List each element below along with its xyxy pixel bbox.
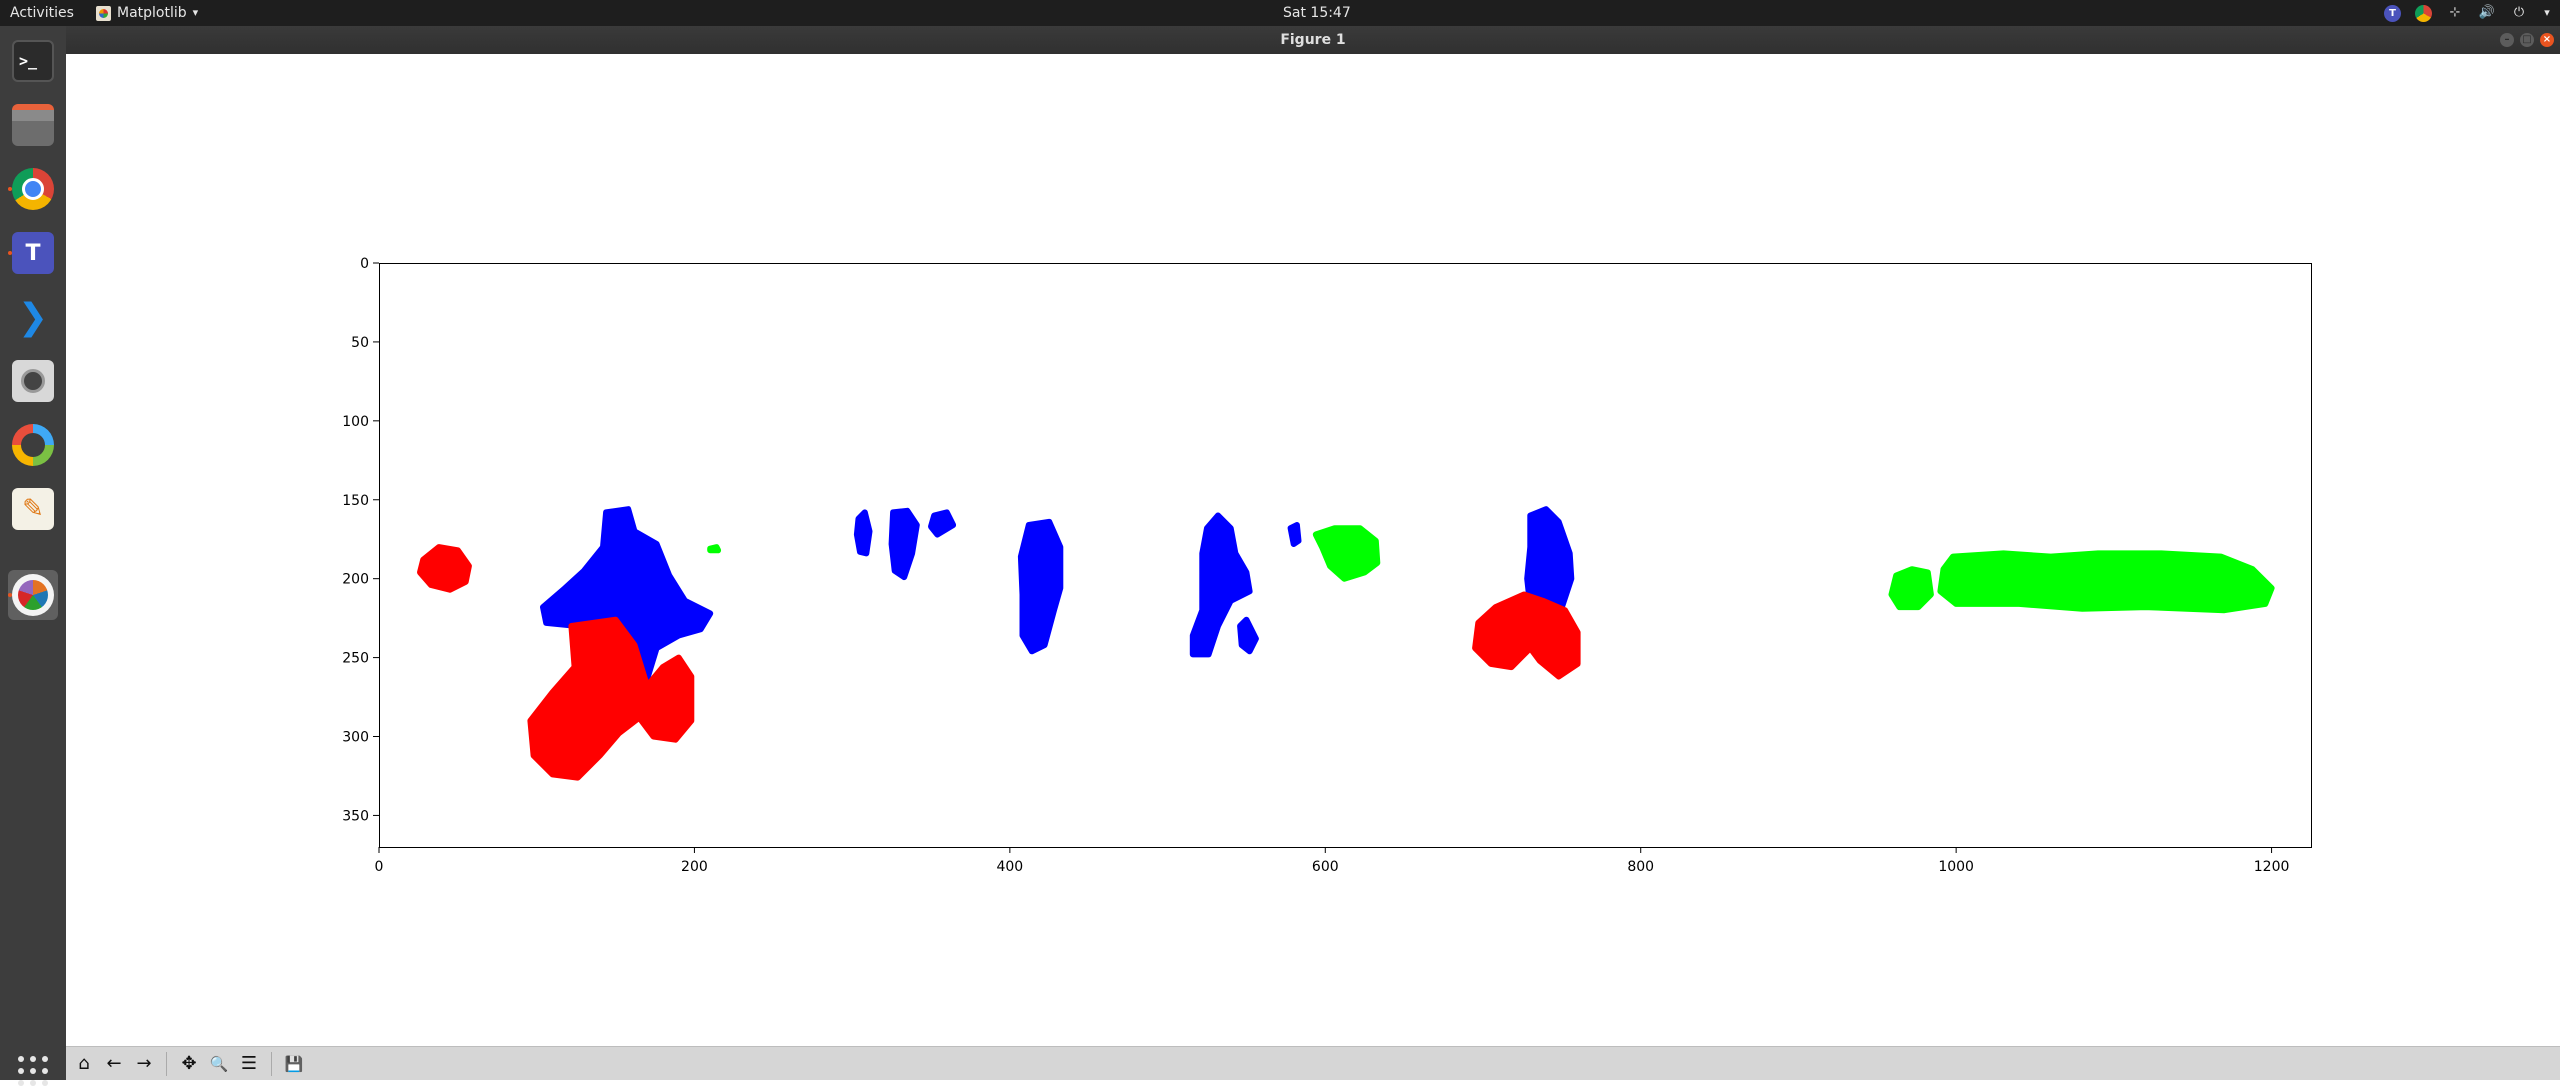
maximize-button[interactable]: □ bbox=[2520, 33, 2534, 47]
dock-item-matplotlib[interactable] bbox=[8, 570, 58, 620]
home-icon[interactable]: ⌂ bbox=[78, 1053, 90, 1074]
dock-item-ring-app[interactable] bbox=[8, 420, 58, 470]
green-region-14 bbox=[1888, 566, 1934, 611]
x-tick-label: 200 bbox=[681, 859, 708, 875]
y-tick-label: 200 bbox=[342, 572, 369, 588]
y-tick-label: 300 bbox=[342, 730, 369, 746]
clock[interactable]: Sat 15:47 bbox=[1283, 5, 1351, 21]
chrome-icon[interactable] bbox=[2415, 4, 2432, 22]
x-tick-label: 400 bbox=[996, 859, 1023, 875]
running-indicator bbox=[8, 187, 12, 191]
green-region-16 bbox=[707, 544, 722, 554]
window-controls: – □ × bbox=[2500, 33, 2554, 47]
camera-icon bbox=[12, 360, 54, 402]
files-icon bbox=[12, 104, 54, 146]
y-tick-label: 50 bbox=[351, 335, 369, 351]
x-tick-label: 800 bbox=[1627, 859, 1654, 875]
red-region-1 bbox=[417, 544, 472, 593]
green-region-11 bbox=[1312, 525, 1381, 582]
terminal-icon: >_ bbox=[12, 40, 54, 82]
blue-region-10 bbox=[1287, 522, 1302, 547]
navigation-toolbar: ⌂ ← → ✥ 🔍 ☰ 💾 bbox=[66, 1046, 2560, 1080]
dock-item-terminal[interactable]: >_ bbox=[8, 36, 58, 86]
x-axis: 0 200 400 600 800 1000 1200 bbox=[375, 847, 2290, 875]
running-indicator bbox=[8, 593, 12, 597]
close-button[interactable]: × bbox=[2540, 33, 2554, 47]
teams-icon: T bbox=[12, 232, 54, 274]
dock-item-chrome[interactable] bbox=[8, 164, 58, 214]
y-tick-label: 250 bbox=[342, 651, 369, 667]
ring-app-icon bbox=[12, 424, 54, 466]
x-tick-label: 600 bbox=[1312, 859, 1339, 875]
show-applications-icon[interactable] bbox=[18, 1056, 48, 1086]
y-tick-label: 150 bbox=[342, 493, 369, 509]
image-plot: 0 200 400 600 800 1000 1200 0 50 100 150 200 250 300… bbox=[342, 256, 2312, 875]
dock-item-camera[interactable] bbox=[8, 356, 58, 406]
volume-icon[interactable]: 🔊 bbox=[2478, 5, 2496, 20]
zoom-icon[interactable]: 🔍 bbox=[209, 1054, 229, 1073]
matplotlib-icon bbox=[96, 5, 111, 21]
red-region-13 bbox=[1472, 591, 1581, 680]
save-icon[interactable]: 💾 bbox=[284, 1054, 304, 1073]
segmentation-regions bbox=[417, 506, 2275, 781]
forward-icon[interactable]: → bbox=[136, 1053, 152, 1074]
blue-region-9 bbox=[1237, 616, 1259, 655]
window-titlebar[interactable]: Figure 1 – □ × bbox=[66, 26, 2560, 54]
toolbar-separator bbox=[271, 1051, 272, 1076]
pan-icon[interactable]: ✥ bbox=[181, 1053, 197, 1074]
blue-region-5 bbox=[888, 507, 920, 581]
app-menu[interactable]: Matplotlib ▾ bbox=[96, 4, 198, 22]
power-icon[interactable]: ⏻ bbox=[2513, 5, 2525, 20]
x-tick-label: 0 bbox=[375, 859, 384, 875]
back-icon[interactable]: ← bbox=[106, 1053, 122, 1074]
minimize-button[interactable]: – bbox=[2500, 33, 2514, 47]
figure-canvas[interactable]: 0 200 400 600 800 1000 1200 0 50 100 150 200 250 300… bbox=[66, 54, 2560, 1046]
configure-subplots-icon[interactable]: ☰ bbox=[240, 1053, 258, 1074]
vscode-icon: ❯ bbox=[17, 296, 49, 338]
chevron-down-icon: ▾ bbox=[192, 6, 199, 19]
y-axis: 0 50 100 150 200 250 300 350 bbox=[342, 256, 379, 824]
chrome-icon bbox=[12, 168, 54, 210]
y-tick-label: 350 bbox=[342, 808, 369, 824]
dock-item-text-editor[interactable]: ✎ bbox=[8, 484, 58, 534]
teams-icon[interactable]: T bbox=[2384, 4, 2401, 22]
blue-region-8 bbox=[1189, 512, 1253, 658]
blue-region-4 bbox=[853, 509, 873, 557]
top-bar: Activities Matplotlib ▾ Sat 15:47 T ⊹ 🔊 … bbox=[0, 0, 2560, 26]
x-tick-label: 1000 bbox=[1938, 859, 1974, 875]
dock-item-files[interactable] bbox=[8, 100, 58, 150]
y-tick-label: 0 bbox=[360, 256, 369, 272]
matplotlib-icon bbox=[12, 574, 54, 616]
network-icon[interactable]: ⊹ bbox=[2449, 5, 2461, 20]
y-tick-label: 100 bbox=[342, 414, 369, 430]
running-indicator bbox=[8, 251, 12, 255]
toolbar-separator bbox=[166, 1051, 167, 1076]
dock-item-teams[interactable]: T bbox=[8, 228, 58, 278]
app-menu-label: Matplotlib bbox=[117, 5, 187, 21]
text-editor-icon: ✎ bbox=[12, 488, 54, 530]
green-region-15 bbox=[1937, 550, 2275, 614]
dock: >_ T ❯ ✎ bbox=[0, 26, 66, 1086]
system-tray: T ⊹ 🔊 ⏻ ▾ bbox=[2384, 3, 2552, 23]
blue-region-7 bbox=[1017, 518, 1064, 655]
blue-region-6 bbox=[928, 509, 957, 538]
chevron-down-icon[interactable]: ▾ bbox=[2544, 6, 2550, 19]
dock-item-vscode[interactable]: ❯ bbox=[8, 292, 58, 342]
window-title: Figure 1 bbox=[1280, 32, 1346, 48]
x-tick-label: 1200 bbox=[2254, 859, 2290, 875]
axes-frame bbox=[379, 263, 2312, 848]
red-region-3 bbox=[527, 616, 695, 781]
activities-button[interactable]: Activities bbox=[10, 5, 74, 21]
